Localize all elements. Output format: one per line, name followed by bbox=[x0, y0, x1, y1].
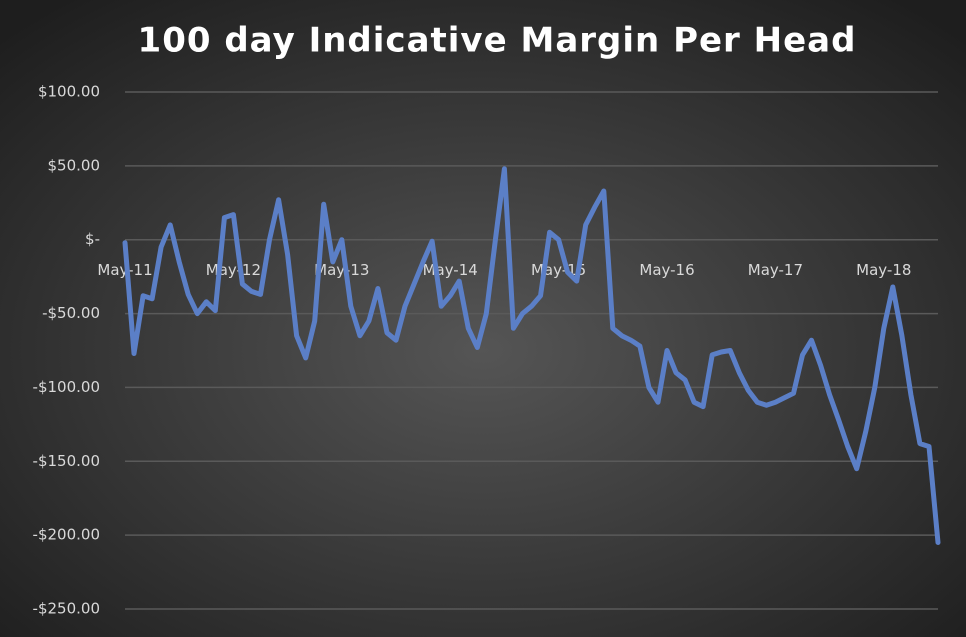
y-tick-label: -$150.00 bbox=[33, 452, 100, 470]
chart-title: 100 day Indicative Margin Per Head bbox=[138, 21, 857, 61]
data-line bbox=[122, 166, 941, 545]
y-tick-label: -$100.00 bbox=[33, 378, 100, 396]
y-tick-label: $50.00 bbox=[48, 156, 101, 174]
x-tick-label: May-13 bbox=[314, 261, 369, 279]
x-tick-label: May-12 bbox=[206, 261, 261, 279]
x-tick-label: May-18 bbox=[856, 261, 911, 279]
y-tick-label: -$50.00 bbox=[42, 304, 100, 322]
y-tick-label: $- bbox=[85, 230, 100, 248]
y-tick-label: -$200.00 bbox=[33, 526, 100, 544]
x-tick-label: May-16 bbox=[639, 261, 694, 279]
x-tick-label: May-17 bbox=[748, 261, 803, 279]
x-tick-label: May-14 bbox=[423, 261, 478, 279]
y-tick-label: $100.00 bbox=[38, 83, 100, 101]
y-tick-label: -$250.00 bbox=[33, 600, 100, 618]
